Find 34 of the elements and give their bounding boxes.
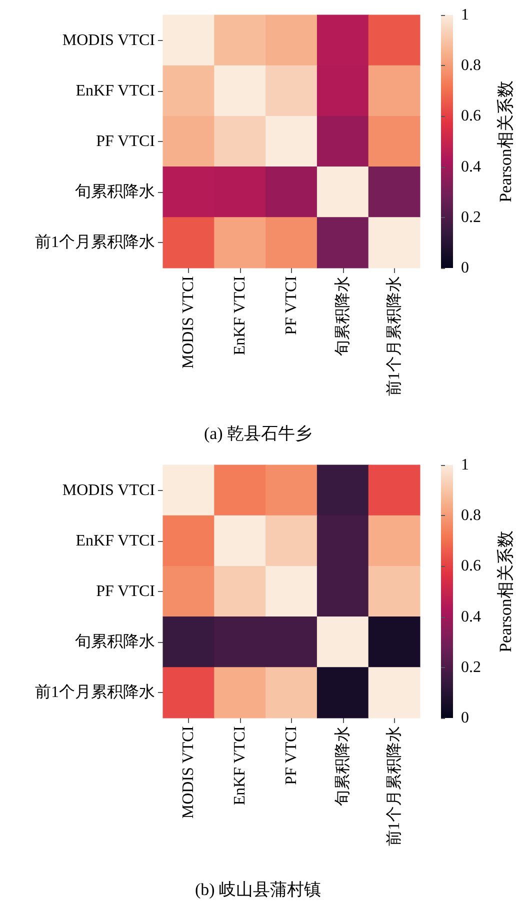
color-bar-label: 0.6 bbox=[461, 558, 481, 575]
x-tick-label: PF VTCI bbox=[283, 726, 300, 785]
text: (a) 乾县石牛乡 bbox=[204, 424, 312, 443]
y-tick-label: 前1个月累积降水 bbox=[35, 233, 155, 252]
color-bar-label: 0.4 bbox=[461, 158, 481, 176]
y-tick-label: 旬累积降水 bbox=[75, 632, 155, 651]
y-tick-label: MODIS VTCI bbox=[62, 482, 155, 499]
color-bar-label: 0.2 bbox=[461, 208, 481, 226]
x-tick-label: 旬累积降水 bbox=[333, 726, 352, 806]
text: (b) 岐山县蒲村镇 bbox=[194, 880, 322, 899]
x-tick-label: EnKF VTCI bbox=[232, 726, 249, 806]
y-tick-label: 旬累积降水 bbox=[75, 182, 155, 201]
x-tick-label: PF VTCI bbox=[283, 276, 300, 335]
x-tick-label: 旬累积降水 bbox=[333, 276, 352, 356]
color-bar-label: 0.6 bbox=[461, 108, 481, 125]
color-bar-label: 0 bbox=[461, 710, 469, 726]
color-bar-label: 0 bbox=[461, 260, 469, 276]
x-tick-label: 前1个月累积降水 bbox=[384, 726, 403, 846]
color-bar-label: 1 bbox=[461, 456, 469, 474]
x-tick-label: EnKF VTCI bbox=[232, 276, 249, 356]
color-bar-label: 0.4 bbox=[461, 608, 481, 626]
y-tick-label: MODIS VTCI bbox=[62, 32, 155, 49]
color-bar-label: 0.2 bbox=[461, 658, 481, 676]
y-tick-label: PF VTCI bbox=[96, 133, 155, 150]
y-tick-label: 前1个月累积降水 bbox=[35, 683, 155, 702]
y-tick-label: EnKF VTCI bbox=[76, 82, 155, 100]
color-bar-label: 1 bbox=[461, 6, 469, 24]
color-bar-label: 0.8 bbox=[461, 57, 481, 74]
color-bar-title: Pearson相关系数 bbox=[496, 530, 515, 652]
y-tick-label: PF VTCI bbox=[96, 583, 155, 600]
y-tick-label: EnKF VTCI bbox=[76, 532, 155, 550]
color-bar-label: 0.8 bbox=[461, 507, 481, 524]
x-tick-label: 前1个月累积降水 bbox=[384, 276, 403, 396]
color-bar-title: Pearson相关系数 bbox=[496, 80, 515, 202]
